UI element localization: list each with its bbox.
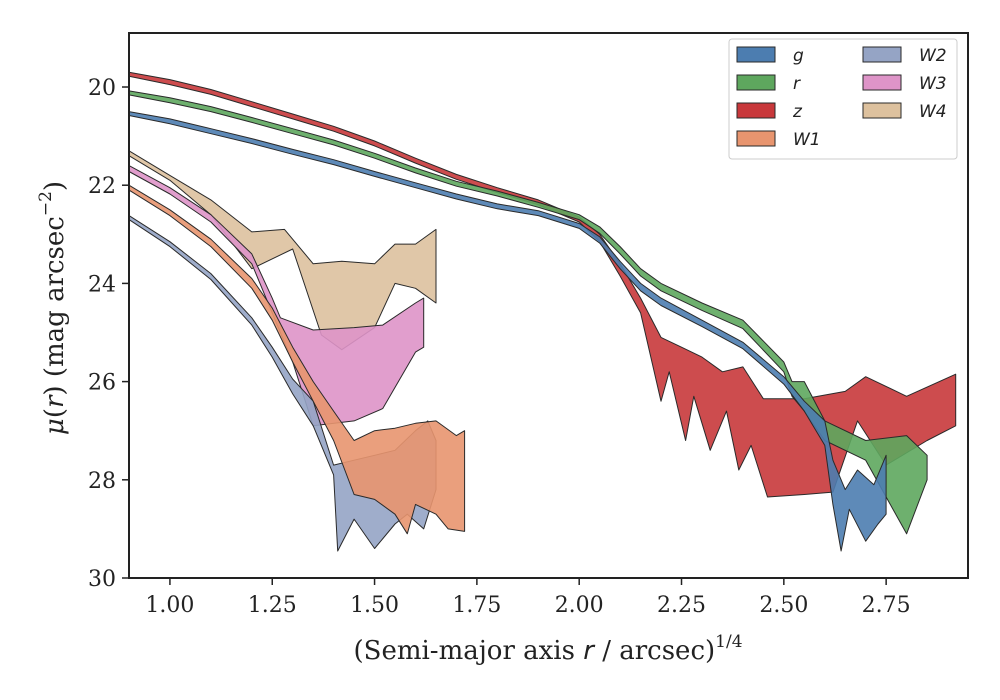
- x-tick-label: 2.75: [862, 593, 911, 618]
- y-axis-ticks: 20 22 24 26 28 30: [88, 76, 129, 592]
- y-tick-label: 22: [88, 174, 116, 199]
- legend-swatch-r: [736, 74, 776, 91]
- legend-label-g: g: [793, 46, 804, 66]
- legend-swatch-z: [736, 102, 776, 119]
- x-axis-label: (Semi-major axis r / arcsec)1/4: [353, 632, 742, 666]
- y-tick-label: 28: [88, 469, 116, 494]
- x-tick-label: 2.00: [555, 593, 604, 618]
- x-tick-label: 1.50: [350, 593, 399, 618]
- legend-label-z: z: [792, 102, 803, 122]
- series-w4-band: [128, 150, 437, 351]
- x-tick-label: 2.25: [657, 593, 706, 618]
- legend-label-w3: W3: [919, 74, 947, 94]
- y-tick-label: 20: [88, 76, 116, 101]
- series-w1-band: [128, 184, 466, 535]
- x-tick-label: 1.00: [145, 593, 194, 618]
- series-w3-band: [128, 165, 425, 427]
- x-tick-label: 1.75: [452, 593, 501, 618]
- y-tick-label: 30: [88, 567, 116, 592]
- legend-label-w2: W2: [919, 46, 947, 66]
- y-axis-label: μ(r) (mag arcsec−2): [36, 181, 70, 435]
- series-g-band: [128, 111, 887, 552]
- x-axis-ticks: 1.00 1.25 1.50 1.75 2.00 2.25 2.50 2.75: [145, 578, 911, 618]
- legend-swatch-w2: [862, 46, 902, 63]
- series-r-band: [128, 90, 928, 535]
- plot-frame: [128, 32, 969, 579]
- x-tick-label: 2.50: [759, 593, 808, 618]
- y-tick-label: 26: [88, 371, 116, 396]
- legend-swatch-g: [736, 46, 776, 63]
- x-tick-label: 1.25: [248, 593, 297, 618]
- legend-label-w4: W4: [919, 102, 947, 122]
- y-tick-label: 24: [88, 272, 116, 297]
- legend-label-w1: W1: [793, 130, 821, 150]
- legend-swatch-w1: [736, 130, 776, 147]
- legend-box: [728, 38, 958, 160]
- legend: grz W1 W2 W3 W4: [728, 38, 958, 160]
- legend-label-r: r: [793, 74, 801, 94]
- series-areas: [128, 71, 957, 552]
- legend-swatch-w4: [862, 102, 902, 119]
- legend-swatch-w3: [862, 74, 902, 91]
